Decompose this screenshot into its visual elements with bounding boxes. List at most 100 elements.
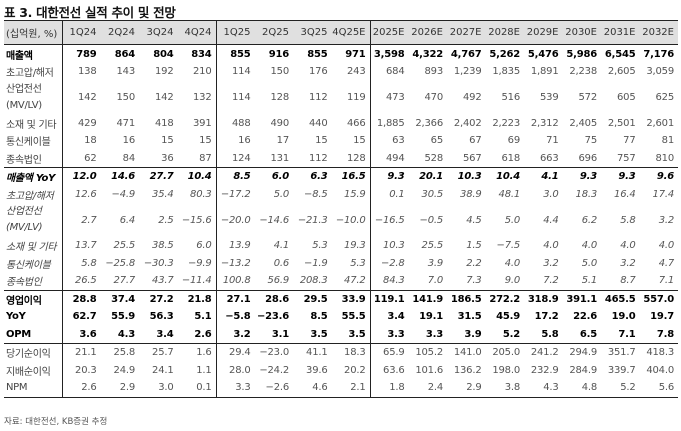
cell-value: 1.6: [177, 343, 217, 362]
row-industrial-cable: 산업전선 (MV/LV) 142 150 142 132 114 128 112 119 473 47…: [4, 80, 678, 115]
cell-value: 3.4: [387, 311, 405, 323]
cell-value: 3,059: [646, 66, 674, 78]
cell-value: 81: [661, 135, 675, 147]
column-header: 2028E: [485, 20, 524, 45]
cell-value: 789: [76, 48, 97, 60]
cell-value: 14.6: [100, 167, 139, 186]
cell-value: 3.3: [216, 379, 255, 398]
cell-value: 429: [78, 117, 97, 129]
cell-value: 19.3: [331, 237, 371, 255]
cell-value: 7.0: [427, 275, 444, 287]
cell-value: 8.5: [310, 311, 328, 323]
cell-value: 4.8: [562, 379, 601, 398]
cell-value: 391.1: [562, 289, 601, 308]
cell-value: 27.1: [216, 289, 255, 308]
row-operating-profit: 영업이익 28.8 37.4 27.2 21.8 27.1 28.6 29.5 33.9 119.…: [4, 289, 678, 308]
cell-value: −11.4: [177, 272, 217, 290]
row-label: 매출액 YoY: [4, 167, 63, 186]
cell-value: 20.1: [408, 167, 447, 186]
cell-value: 5.0: [273, 188, 290, 200]
cell-value: 17.4: [652, 188, 675, 200]
column-header: 2027E: [447, 20, 486, 45]
row-materials-other: 소재 및 기타 429 471 418 391 488 490 440 466 1,885 2,36…: [4, 114, 678, 132]
cell-value: 141.9: [408, 289, 447, 308]
row-label-line2: (MV/LV): [6, 99, 42, 111]
cell-value: 465.5: [601, 289, 640, 308]
cell-value: 38.9: [460, 188, 482, 200]
cell-value: 893: [424, 66, 444, 78]
cell-value: 25.7: [139, 343, 178, 362]
cell-value: 5.3: [312, 240, 328, 252]
cell-value: 3.9: [427, 257, 444, 269]
cell-value: 971: [331, 44, 371, 63]
cell-value: 15: [315, 135, 328, 147]
cell-value: 243: [331, 63, 371, 81]
cell-value: 119.1: [370, 289, 409, 308]
row-label: 소재 및 기타: [4, 114, 63, 132]
cell-value: 15: [331, 132, 371, 150]
row-net-income: 당기순이익 21.1 25.8 25.7 1.6 29.4 −23.0 41.1 18.3 65.…: [4, 343, 678, 362]
cell-value: 855: [307, 48, 328, 60]
cell-value: 192: [155, 66, 174, 78]
cell-value: 3.2: [543, 257, 559, 269]
cell-value: −4.9: [111, 188, 136, 200]
cell-value: 5,262: [489, 48, 520, 60]
row-label: 초고압/해저: [4, 185, 63, 203]
cell-value: 45.9: [496, 311, 520, 323]
cell-value: 272.2: [485, 289, 524, 308]
cell-value: 9.3: [370, 167, 409, 186]
row-label-line2: (MV/LV): [6, 222, 43, 233]
cell-value: 150: [270, 66, 290, 78]
cell-value: 63: [392, 135, 405, 147]
cell-value: 470: [424, 92, 444, 103]
cell-value: 418: [155, 117, 174, 129]
cell-value: 3.0: [139, 379, 178, 398]
row-label: 초고압/해저: [4, 63, 63, 81]
cell-value: 916: [268, 48, 289, 60]
cell-value: 105.2: [408, 343, 447, 362]
cell-value: 142: [155, 92, 174, 103]
cell-value: 4.0: [504, 257, 521, 269]
cell-value: 48.1: [498, 188, 521, 200]
cell-value: 2,223: [492, 117, 520, 129]
column-header: 4Q25E: [331, 20, 371, 45]
cell-value: 4.0: [620, 240, 636, 252]
cell-value: 143: [116, 66, 136, 78]
column-header: 2029E: [524, 20, 563, 45]
cell-value: 27.7: [113, 275, 136, 287]
cell-value: 2.4: [408, 379, 447, 398]
cell-value: 21.8: [177, 289, 217, 308]
cell-value: 25.8: [100, 343, 139, 362]
cell-value: 473: [386, 92, 405, 103]
cell-value: 25.5: [421, 240, 444, 252]
cell-value: 5.2: [502, 328, 520, 340]
cell-value: 2,405: [569, 117, 597, 129]
row-label: 매출액: [4, 44, 63, 63]
row-label-line1: 산업전선: [6, 206, 42, 217]
cell-value: 3.3: [387, 328, 405, 340]
cell-value: 29.4: [216, 343, 255, 362]
cell-value: 30.5: [421, 188, 444, 200]
cell-value: 684: [386, 66, 405, 78]
cell-value: 5.8: [620, 214, 636, 226]
cell-value: 696: [578, 152, 598, 164]
cell-value: 138: [78, 66, 97, 78]
cell-value: 6.0: [177, 237, 217, 255]
cell-value: 15.9: [331, 185, 371, 203]
cell-value: 128: [331, 149, 371, 168]
cell-value: 12.0: [62, 167, 101, 186]
cell-value: 17.2: [534, 311, 559, 323]
cell-value: 625: [655, 92, 675, 103]
cell-value: 5,986: [566, 48, 597, 60]
cell-value: 19.7: [650, 311, 674, 323]
cell-value: 24.9: [113, 364, 136, 376]
row-revenue: 매출액 789 864 804 834 855 916 855 971 3,598 4,322 4,7…: [4, 44, 678, 63]
cell-value: 2,402: [453, 117, 482, 129]
cell-value: 294.9: [562, 343, 601, 362]
table-title: 표 3. 대한전선 실적 추이 및 전망: [4, 5, 176, 20]
cell-value: 6.5: [579, 328, 597, 340]
cell-value: 2.9: [447, 379, 486, 398]
row-label: 지배순이익: [4, 361, 63, 379]
cell-value: 4.0: [543, 240, 559, 252]
column-header: 2Q25: [254, 20, 293, 45]
